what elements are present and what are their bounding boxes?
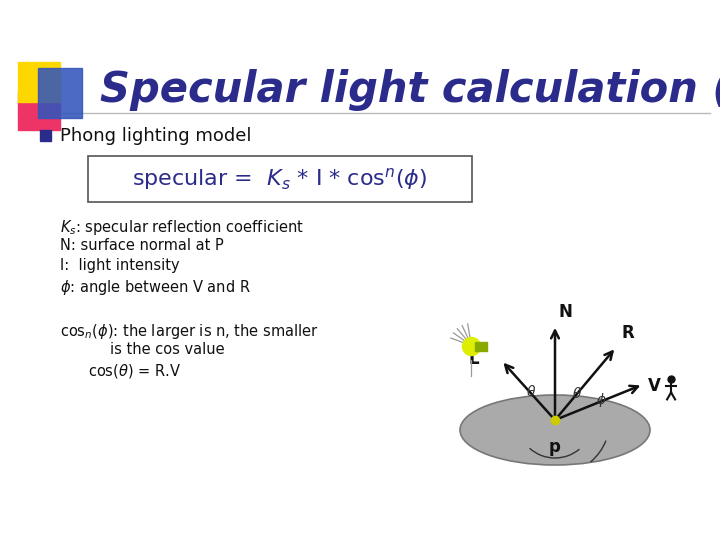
Text: $\phi$: $\phi$ xyxy=(595,391,606,409)
Bar xyxy=(18,92,60,130)
Text: L: L xyxy=(469,349,480,368)
FancyBboxPatch shape xyxy=(88,156,472,202)
Text: cos($\theta$) = R.V: cos($\theta$) = R.V xyxy=(88,362,181,380)
Text: $K_s$: specular reflection coefficient: $K_s$: specular reflection coefficient xyxy=(60,218,304,237)
Text: p: p xyxy=(549,438,561,456)
Text: is the cos value: is the cos value xyxy=(110,342,225,357)
Text: cos$_n$($\phi$): the larger is n, the smaller: cos$_n$($\phi$): the larger is n, the sm… xyxy=(60,322,318,341)
Text: Phong lighting model: Phong lighting model xyxy=(60,127,251,145)
Text: N: N xyxy=(559,303,573,321)
Text: $\theta$: $\theta$ xyxy=(572,387,582,402)
Text: Specular light calculation (2): Specular light calculation (2) xyxy=(100,69,720,111)
Text: R: R xyxy=(621,324,634,342)
Text: $\theta$: $\theta$ xyxy=(526,384,536,400)
Bar xyxy=(40,130,51,141)
Ellipse shape xyxy=(460,395,650,465)
Text: N: surface normal at P: N: surface normal at P xyxy=(60,238,224,253)
Text: $\phi$: angle between V and R: $\phi$: angle between V and R xyxy=(60,278,251,297)
Text: I:  light intensity: I: light intensity xyxy=(60,258,179,273)
Bar xyxy=(38,68,82,118)
Bar xyxy=(475,341,487,350)
Text: specular =  $K_s$ * I * cos$^n$($\phi$): specular = $K_s$ * I * cos$^n$($\phi$) xyxy=(132,166,428,192)
Text: V: V xyxy=(648,377,661,395)
Bar xyxy=(18,62,60,102)
